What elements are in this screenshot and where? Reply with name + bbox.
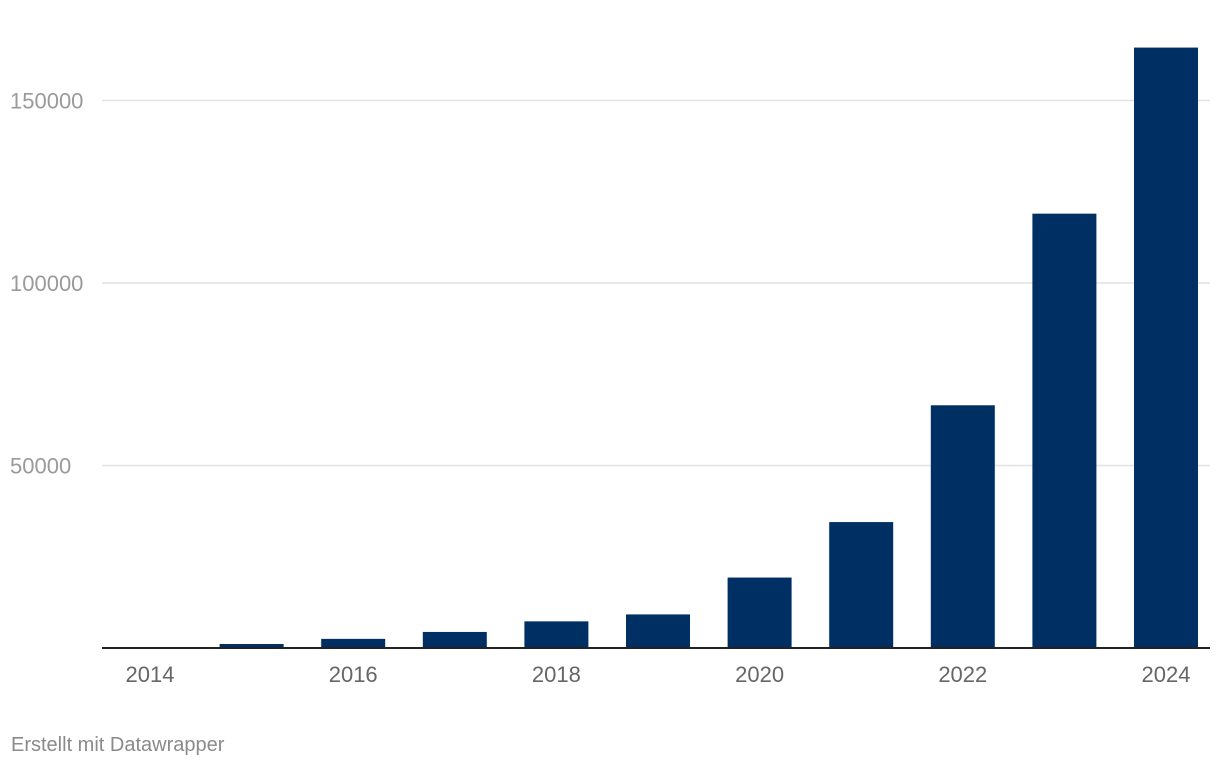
bar-2020	[727, 577, 792, 648]
x-tick-label: 2022	[938, 662, 987, 687]
bars	[219, 47, 1198, 648]
footer-credit: Erstellt mit Datawrapper	[11, 734, 225, 756]
bar-2024	[1134, 47, 1198, 648]
y-tick-label: 150000	[10, 89, 83, 114]
x-tick-label: 2016	[329, 662, 378, 687]
bar-2023	[1032, 213, 1097, 648]
bar-2021	[829, 522, 894, 648]
bar-2019	[626, 614, 690, 648]
bar-2022	[930, 405, 995, 648]
x-tick-label: 2018	[532, 662, 581, 687]
x-tick-label: 2020	[735, 662, 784, 687]
bar-2017	[422, 631, 487, 648]
y-tick-label: 100000	[10, 271, 83, 296]
gridlines	[102, 99, 1210, 467]
x-axis: 2014 2016 2018 2020 2022 2024	[126, 662, 1191, 687]
bar-2015	[219, 643, 284, 648]
x-tick-label: 2024	[1142, 662, 1191, 687]
y-tick-label: 50000	[10, 454, 71, 479]
bar-2018	[524, 621, 589, 648]
bar-2016	[321, 638, 386, 648]
x-tick-label: 2014	[126, 662, 175, 687]
y-axis: 50000 100000 150000	[10, 89, 83, 479]
